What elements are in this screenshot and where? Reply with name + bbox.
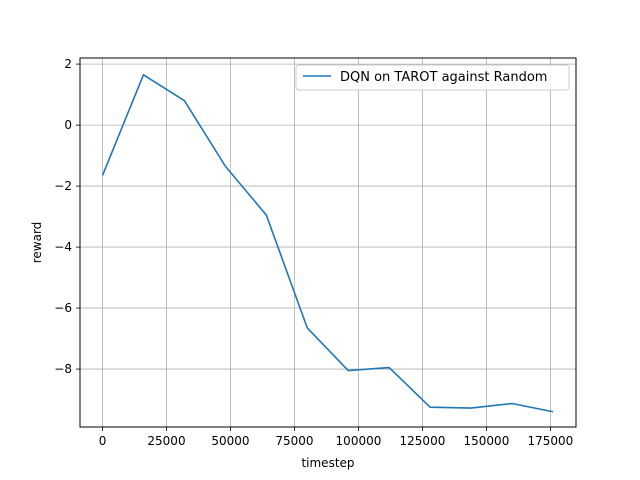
data-point xyxy=(306,327,308,329)
data-point xyxy=(552,411,554,413)
y-tick-label: −4 xyxy=(54,240,72,254)
data-point xyxy=(143,74,145,76)
y-tick-label: −2 xyxy=(54,179,72,193)
series-line xyxy=(101,73,554,413)
y-tick-label: 2 xyxy=(64,57,72,71)
x-axis-ticks: 0 25000 50000 75000 100000 125000 150000 175000 xyxy=(99,427,574,448)
y-tick-label: −6 xyxy=(54,301,72,315)
legend-box xyxy=(295,64,570,91)
data-point xyxy=(511,403,513,405)
y-axis-title: reward xyxy=(30,222,44,264)
y-tick-label: −8 xyxy=(54,362,72,376)
x-tick-label: 125000 xyxy=(400,434,446,448)
x-tick-label: 175000 xyxy=(528,434,574,448)
x-tick-label: 0 xyxy=(99,434,107,448)
data-point xyxy=(102,175,104,177)
data-point xyxy=(429,406,431,408)
x-tick-label: 50000 xyxy=(211,434,249,448)
series-layer xyxy=(101,73,554,413)
y-tick-label: 0 xyxy=(64,118,72,132)
grid xyxy=(80,58,576,427)
legend-label: DQN on TAROT against Random xyxy=(340,70,547,85)
x-tick-label: 75000 xyxy=(275,434,313,448)
data-point xyxy=(184,100,186,102)
x-tick-label: 150000 xyxy=(464,434,510,448)
x-tick-label: 100000 xyxy=(336,434,382,448)
data-point xyxy=(388,367,390,369)
data-point xyxy=(266,214,268,216)
legend: DQN on TAROT against Random xyxy=(295,64,570,91)
x-axis-title: timestep xyxy=(301,456,354,470)
data-point xyxy=(470,407,472,409)
y-axis-ticks: 2 0 −2 −4 −6 −8 xyxy=(54,57,80,376)
x-tick-label: 25000 xyxy=(147,434,185,448)
data-point xyxy=(225,165,227,167)
data-point xyxy=(347,370,349,372)
plot-frame xyxy=(79,57,577,428)
